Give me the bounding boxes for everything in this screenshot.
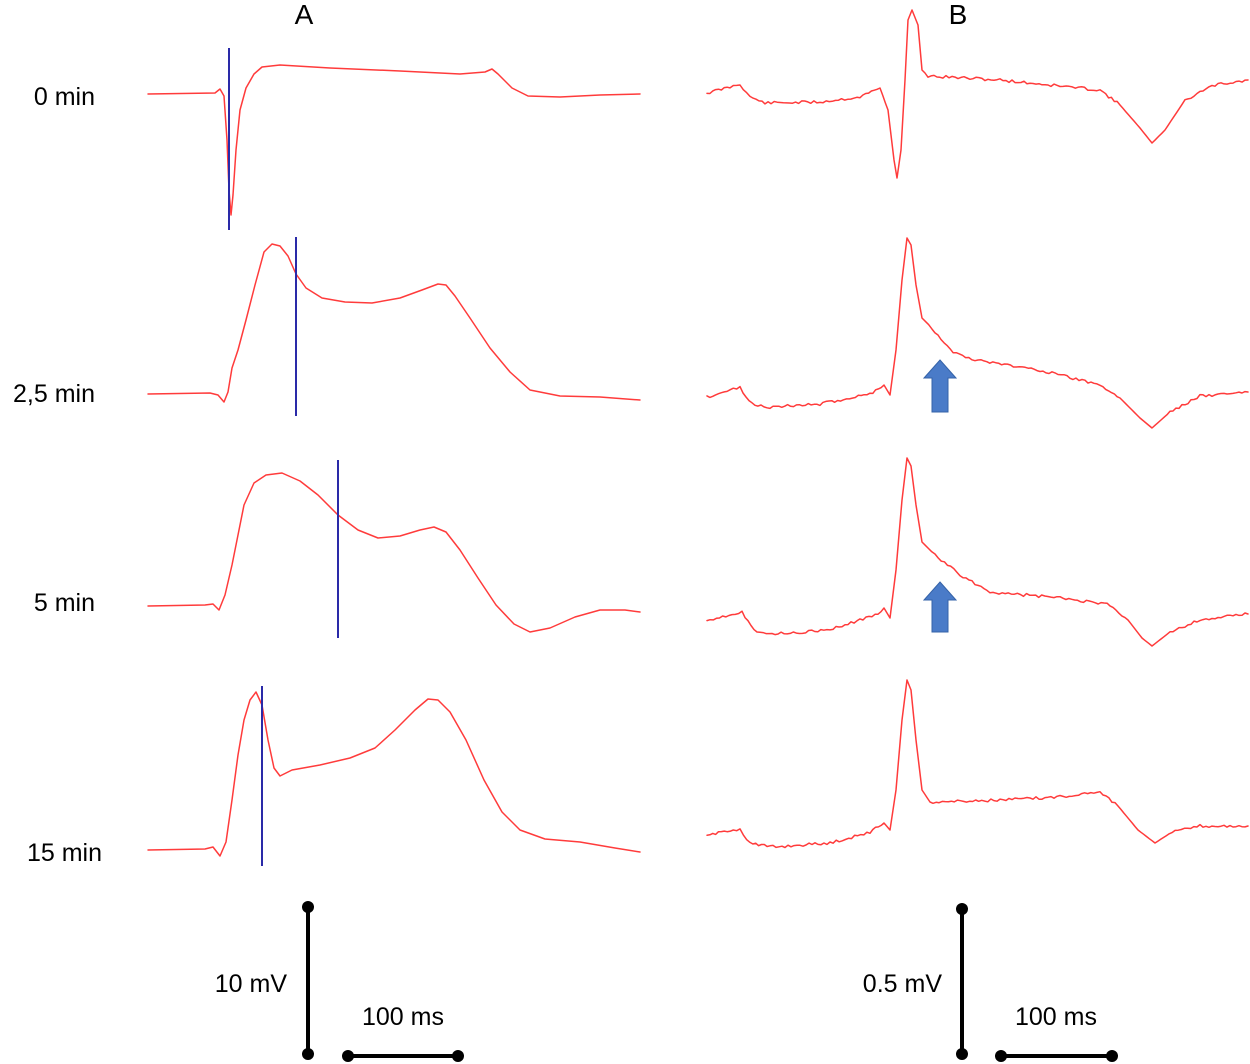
arrow-up-icon: [922, 581, 958, 633]
voltage-scale-label-a: 10 mV: [215, 970, 288, 998]
time-scale-label-a: 100 ms: [362, 1003, 444, 1031]
scale-bar-a: 10 mV 100 ms: [215, 901, 464, 1062]
trace-a-0min: [147, 64, 641, 216]
time-label-2-5min: 2,5 min: [13, 380, 95, 408]
trace-a-15min: [147, 691, 641, 857]
voltage-scale-label-b: 0.5 mV: [863, 970, 943, 998]
time-label-0min: 0 min: [34, 83, 95, 111]
panel-label-b: B: [949, 0, 968, 30]
trace-b-0min: [706, 9, 1249, 179]
time-label-5min: 5 min: [34, 589, 95, 617]
panel-a-traces: [147, 64, 641, 857]
trace-a-5min: [147, 472, 641, 633]
trace-a-2-5min: [147, 243, 641, 403]
scale-bar-b: 0.5 mV 100 ms: [863, 903, 1118, 1062]
trace-b-5min: [706, 457, 1249, 647]
trace-b-15min: [706, 679, 1249, 849]
panel-b-arrows: [922, 359, 958, 633]
time-label-15min: 15 min: [27, 839, 102, 867]
panel-a-markers: [228, 48, 339, 866]
panel-b-traces: [706, 9, 1249, 849]
trace-b-2-5min: [706, 237, 1249, 429]
time-scale-label-b: 100 ms: [1015, 1003, 1097, 1031]
arrow-up-icon: [922, 359, 958, 413]
panel-label-a: A: [295, 0, 314, 30]
